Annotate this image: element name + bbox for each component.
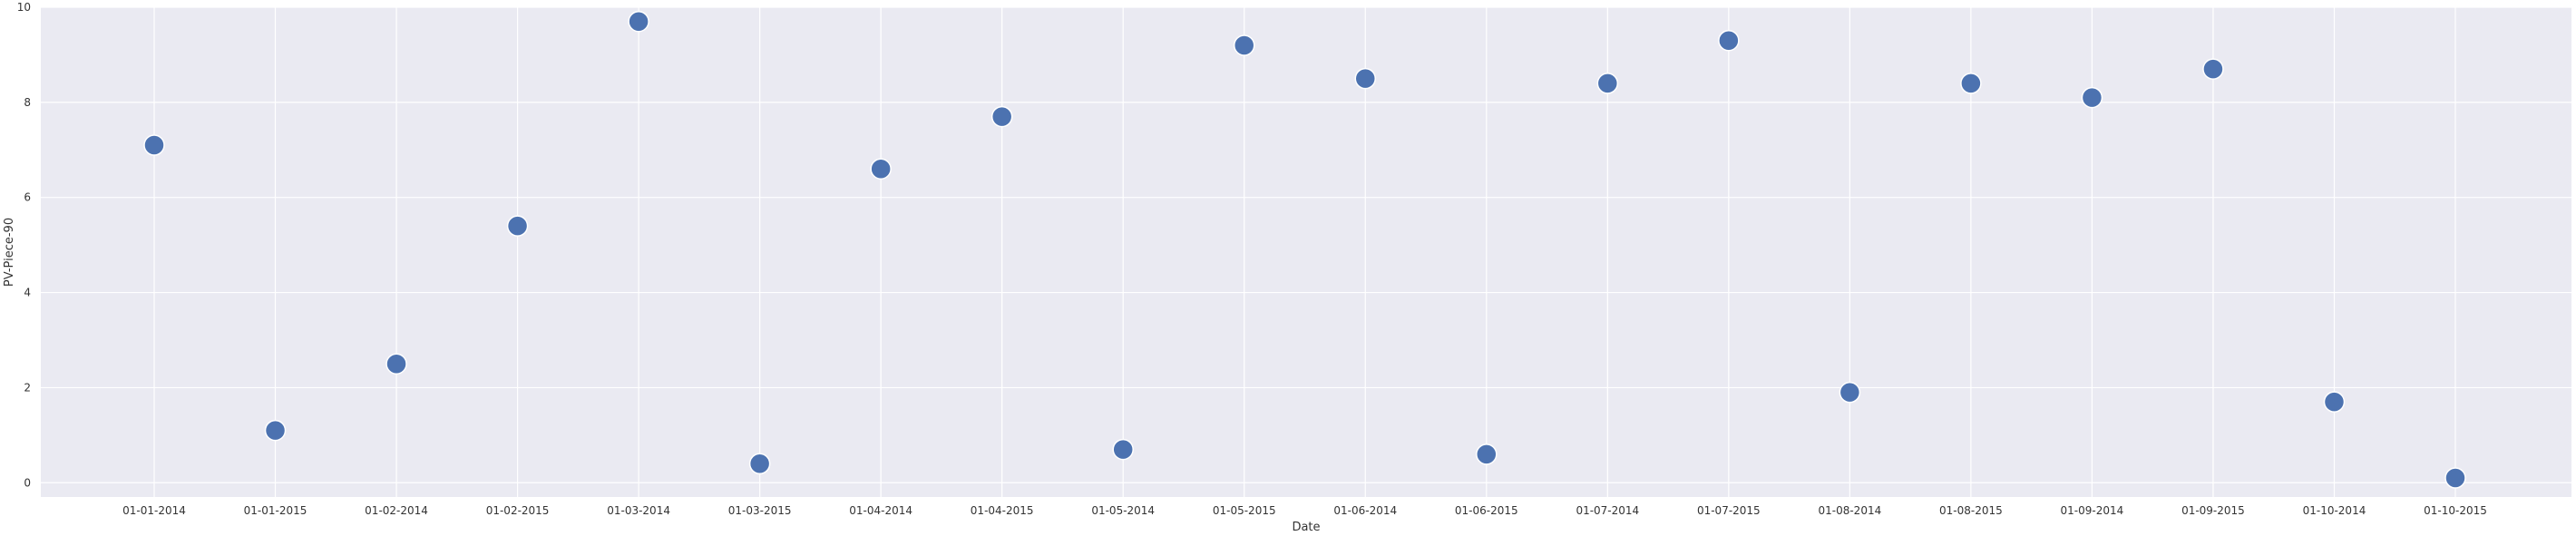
data-point [1112,438,1134,461]
x-tick-label: 01-02-2014 [365,504,428,517]
x-tick-label: 01-05-2014 [1091,504,1155,517]
data-points [143,10,2466,489]
data-point [143,134,165,156]
data-point [870,158,892,180]
x-tick-label: 01-04-2014 [849,504,912,517]
x-axis-ticks: 01-01-2014 01-01-2015 01-02-2014 01-02-2015… [122,504,2487,517]
data-point [1839,381,1861,404]
y-tick-label: 2 [24,381,31,394]
x-tick-label: 01-05-2015 [1213,504,1276,517]
data-point [748,453,771,475]
y-tick-label: 10 [17,1,31,14]
x-tick-label: 01-01-2014 [122,504,186,517]
x-tick-label: 01-09-2014 [2061,504,2124,517]
x-tick-label: 01-03-2015 [728,504,792,517]
x-tick-label: 01-10-2014 [2303,504,2366,517]
y-tick-label: 0 [24,476,31,489]
x-tick-label: 01-01-2015 [244,504,307,517]
x-tick-label: 01-09-2015 [2181,504,2245,517]
x-axis-title: Date [1292,521,1320,534]
data-point [990,105,1013,128]
plot-area [41,7,2571,497]
grid-lines [41,6,2571,497]
x-tick-label: 01-06-2014 [1333,504,1397,517]
y-axis-ticks: 0 2 4 6 8 10 [17,1,31,489]
x-tick-label: 01-10-2015 [2424,504,2487,517]
x-tick-label: 01-04-2015 [971,504,1034,517]
data-point [1233,34,1255,56]
x-tick-label: 01-07-2014 [1576,504,1639,517]
y-axis-title: PV-Piece-90 [3,218,16,287]
data-point [1476,443,1498,465]
x-tick-label: 01-02-2015 [486,504,550,517]
data-point [2444,467,2466,489]
x-tick-label: 01-06-2015 [1455,504,1518,517]
y-tick-label: 8 [24,96,31,109]
x-tick-label: 01-08-2015 [1939,504,2003,517]
y-tick-label: 6 [24,191,31,204]
data-point [2323,391,2346,413]
data-point [1960,73,1982,94]
data-point [2202,58,2224,80]
data-point [2081,86,2103,109]
x-tick-label: 01-07-2015 [1697,504,1761,517]
data-point [1354,67,1377,90]
y-tick-label: 4 [24,287,31,299]
x-tick-label: 01-03-2014 [607,504,670,517]
x-tick-label: 01-08-2014 [1818,504,1881,517]
data-point [264,419,287,442]
data-point [628,10,649,33]
data-point [506,215,529,237]
data-point [1596,73,1619,94]
data-point [385,353,407,375]
data-point [1718,29,1740,52]
